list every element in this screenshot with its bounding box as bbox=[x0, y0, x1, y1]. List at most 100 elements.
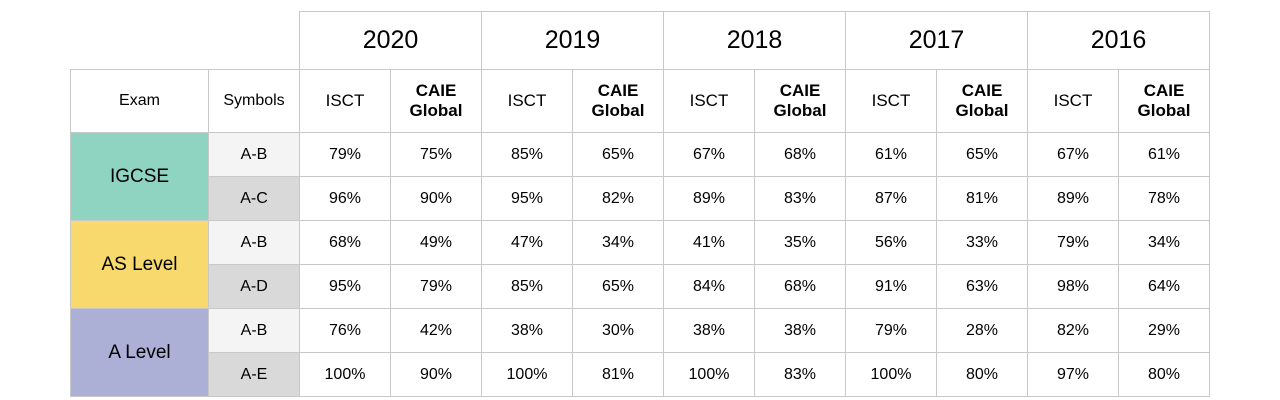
year-header-row: 2020 2019 2018 2017 2016 bbox=[70, 11, 1210, 70]
isct-value-cell: 85% bbox=[481, 132, 573, 177]
isct-column-header: ISCT bbox=[1027, 69, 1119, 133]
caie-global-value-cell: 61% bbox=[1118, 132, 1210, 177]
isct-value-cell: 97% bbox=[1027, 352, 1119, 397]
caie-global-value-cell: 83% bbox=[754, 176, 846, 221]
results-table: 2020 2019 2018 2017 2016 Exam Symbols IS… bbox=[70, 11, 1210, 397]
symbol-cell: A-D bbox=[208, 264, 300, 309]
caie-global-value-cell: 64% bbox=[1118, 264, 1210, 309]
year-header: 2020 bbox=[299, 11, 482, 70]
isct-value-cell: 61% bbox=[845, 132, 937, 177]
caie-global-column-header: CAIE Global bbox=[754, 69, 846, 133]
global-label: Global bbox=[591, 101, 645, 120]
blank-corner bbox=[70, 11, 300, 70]
caie-global-value-cell: 78% bbox=[1118, 176, 1210, 221]
isct-value-cell: 47% bbox=[481, 220, 573, 265]
isct-column-header: ISCT bbox=[299, 69, 391, 133]
caie-global-value-cell: 80% bbox=[1118, 352, 1210, 397]
isct-value-cell: 98% bbox=[1027, 264, 1119, 309]
caie-label: CAIE bbox=[1143, 81, 1185, 100]
caie-global-value-cell: 81% bbox=[572, 352, 664, 397]
table-row: A-D 95% 79% 85% 65% 84% 68% 91% 63% 98% 64% bbox=[71, 264, 1210, 309]
caie-label: CAIE bbox=[961, 81, 1003, 100]
isct-value-cell: 100% bbox=[299, 352, 391, 397]
caie-global-value-cell: 28% bbox=[936, 308, 1028, 353]
isct-value-cell: 68% bbox=[299, 220, 391, 265]
isct-value-cell: 56% bbox=[845, 220, 937, 265]
caie-global-value-cell: 68% bbox=[754, 132, 846, 177]
isct-value-cell: 95% bbox=[299, 264, 391, 309]
isct-value-cell: 67% bbox=[663, 132, 755, 177]
table-row: AS Level A-B 68% 49% 47% 34% 41% 35% 56% 33% 79% 34… bbox=[70, 220, 1210, 309]
isct-value-cell: 38% bbox=[481, 308, 573, 353]
caie-global-value-cell: 42% bbox=[390, 308, 482, 353]
year-header: 2017 bbox=[845, 11, 1028, 70]
symbol-cell: A-B bbox=[208, 308, 300, 353]
year-header: 2018 bbox=[663, 11, 846, 70]
symbol-cell: A-C bbox=[208, 176, 300, 221]
column-header-row: Exam Symbols ISCT CAIE Global ISCT CAIE Globa… bbox=[70, 69, 1210, 133]
caie-global-value-cell: 79% bbox=[390, 264, 482, 309]
year-header: 2019 bbox=[481, 11, 664, 70]
isct-value-cell: 76% bbox=[299, 308, 391, 353]
caie-global-column-header: CAIE Global bbox=[1118, 69, 1210, 133]
caie-global-value-cell: 75% bbox=[390, 132, 482, 177]
caie-global-value-cell: 30% bbox=[572, 308, 664, 353]
symbol-cell: A-E bbox=[208, 352, 300, 397]
isct-value-cell: 38% bbox=[663, 308, 755, 353]
isct-column-header: ISCT bbox=[663, 69, 755, 133]
global-label: Global bbox=[773, 101, 827, 120]
isct-value-cell: 87% bbox=[845, 176, 937, 221]
exam-name-cell: A Level bbox=[70, 308, 209, 397]
table-row: A-E 100% 90% 100% 81% 100% 83% 100% 80% 97% 80% bbox=[71, 352, 1210, 397]
caie-global-value-cell: 65% bbox=[572, 132, 664, 177]
table-row: IGCSE A-B 79% 75% 85% 65% 67% 68% 61% 65% 67% 61% bbox=[70, 132, 1210, 221]
isct-value-cell: 100% bbox=[845, 352, 937, 397]
isct-value-cell: 96% bbox=[299, 176, 391, 221]
caie-global-column-header: CAIE Global bbox=[936, 69, 1028, 133]
caie-global-value-cell: 35% bbox=[754, 220, 846, 265]
caie-global-value-cell: 49% bbox=[390, 220, 482, 265]
caie-global-value-cell: 82% bbox=[572, 176, 664, 221]
isct-value-cell: 79% bbox=[845, 308, 937, 353]
exam-name-cell: IGCSE bbox=[70, 132, 209, 221]
exam-column-header: Exam bbox=[70, 69, 209, 133]
caie-global-value-cell: 38% bbox=[754, 308, 846, 353]
isct-value-cell: 82% bbox=[1027, 308, 1119, 353]
isct-value-cell: 85% bbox=[481, 264, 573, 309]
isct-value-cell: 91% bbox=[845, 264, 937, 309]
symbol-cell: A-B bbox=[208, 220, 300, 265]
caie-global-value-cell: 34% bbox=[572, 220, 664, 265]
isct-value-cell: 100% bbox=[481, 352, 573, 397]
caie-label: CAIE bbox=[597, 81, 639, 100]
caie-global-value-cell: 65% bbox=[572, 264, 664, 309]
symbol-cell: A-B bbox=[208, 132, 300, 177]
isct-value-cell: 79% bbox=[299, 132, 391, 177]
table-row: A Level A-B 76% 42% 38% 30% 38% 38% 79% 28% 82% 29% bbox=[70, 308, 1210, 397]
caie-label: CAIE bbox=[415, 81, 457, 100]
global-label: Global bbox=[955, 101, 1009, 120]
isct-value-cell: 89% bbox=[663, 176, 755, 221]
isct-value-cell: 100% bbox=[663, 352, 755, 397]
results-body: IGCSE A-B 79% 75% 85% 65% 67% 68% 61% 65% 67% 61% A-… bbox=[70, 132, 1210, 397]
isct-value-cell: 89% bbox=[1027, 176, 1119, 221]
isct-value-cell: 41% bbox=[663, 220, 755, 265]
caie-global-value-cell: 29% bbox=[1118, 308, 1210, 353]
caie-global-value-cell: 80% bbox=[936, 352, 1028, 397]
global-label: Global bbox=[409, 101, 463, 120]
caie-global-value-cell: 65% bbox=[936, 132, 1028, 177]
global-label: Global bbox=[1137, 101, 1191, 120]
isct-value-cell: 95% bbox=[481, 176, 573, 221]
caie-global-column-header: CAIE Global bbox=[390, 69, 482, 133]
isct-column-header: ISCT bbox=[845, 69, 937, 133]
caie-global-value-cell: 63% bbox=[936, 264, 1028, 309]
caie-global-value-cell: 83% bbox=[754, 352, 846, 397]
symbols-column-header: Symbols bbox=[208, 69, 300, 133]
caie-global-value-cell: 81% bbox=[936, 176, 1028, 221]
caie-global-column-header: CAIE Global bbox=[572, 69, 664, 133]
year-header: 2016 bbox=[1027, 11, 1210, 70]
caie-global-value-cell: 33% bbox=[936, 220, 1028, 265]
caie-global-value-cell: 90% bbox=[390, 176, 482, 221]
table-row: A-C 96% 90% 95% 82% 89% 83% 87% 81% 89% 78% bbox=[71, 176, 1210, 221]
caie-global-value-cell: 34% bbox=[1118, 220, 1210, 265]
isct-column-header: ISCT bbox=[481, 69, 573, 133]
